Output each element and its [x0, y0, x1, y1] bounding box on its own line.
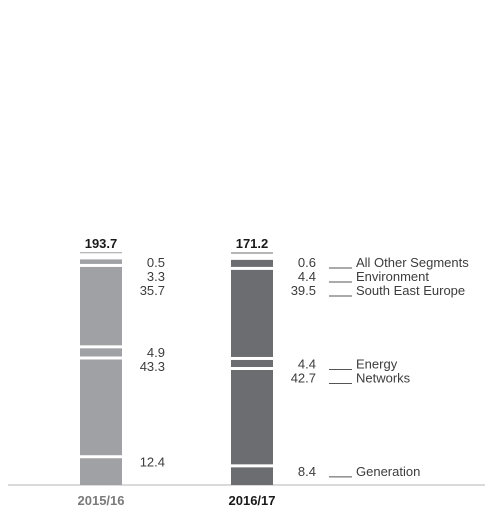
- bar-segment-2016-17-generation: [231, 465, 273, 485]
- category-label-2015-16: 2015/16: [78, 493, 125, 508]
- segment-separator: [231, 356, 273, 360]
- bar-segment-2016-17-networks: [231, 368, 273, 466]
- value-label-2016-17-networks: 42.7: [291, 370, 316, 385]
- value-label-2015-16-networks: 43.3: [140, 359, 165, 374]
- value-label-2015-16-all-other-segments: 0.5: [147, 255, 165, 270]
- bar-segment-2015-16-environment: [80, 257, 122, 266]
- segment-separator: [80, 356, 122, 360]
- segment-separator: [231, 254, 273, 257]
- total-label-2016-17: 171.2: [236, 236, 269, 251]
- bar-segment-2015-16-networks: [80, 358, 122, 457]
- bar-segment-2015-16-south-east-europe: [80, 265, 122, 347]
- segment-separator: [231, 366, 273, 370]
- value-label-2015-16-generation: 12.4: [140, 455, 165, 470]
- series-label-energy: Energy: [356, 356, 398, 371]
- category-label-2016-17: 2016/17: [229, 493, 276, 508]
- total-label-2015-16: 193.7: [85, 236, 118, 251]
- value-label-2015-16-environment: 3.3: [147, 269, 165, 284]
- series-label-south-east-europe: South East Europe: [356, 283, 465, 298]
- segment-separator: [80, 263, 122, 267]
- value-label-2016-17-south-east-europe: 39.5: [291, 283, 316, 298]
- segment-separator: [80, 455, 122, 459]
- series-label-environment: Environment: [356, 269, 429, 284]
- bar-segment-2016-17-environment: [231, 258, 273, 269]
- bar-segment-2015-16-generation: [80, 456, 122, 485]
- bar-segment-2016-17-energy: [231, 358, 273, 369]
- bar-segment-2016-17-south-east-europe: [231, 268, 273, 359]
- value-label-2016-17-generation: 8.4: [298, 464, 316, 479]
- value-label-2016-17-all-other-segments: 0.6: [298, 255, 316, 270]
- value-label-2016-17-environment: 4.4: [298, 269, 316, 284]
- segment-separator: [231, 266, 273, 270]
- segment-separator: [231, 256, 273, 260]
- segment-separator: [231, 464, 273, 468]
- value-label-2016-17-energy: 4.4: [298, 356, 316, 371]
- value-label-2015-16-south-east-europe: 35.7: [140, 283, 165, 298]
- series-label-generation: Generation: [356, 464, 420, 479]
- series-label-networks: Networks: [356, 370, 411, 385]
- segment-separator: [80, 253, 122, 257]
- segment-separator: [80, 345, 122, 349]
- segment-separator: [80, 256, 122, 260]
- bar-segment-2015-16-energy: [80, 346, 122, 359]
- value-label-2015-16-energy: 4.9: [147, 345, 165, 360]
- series-label-all-other-segments: All Other Segments: [356, 255, 469, 270]
